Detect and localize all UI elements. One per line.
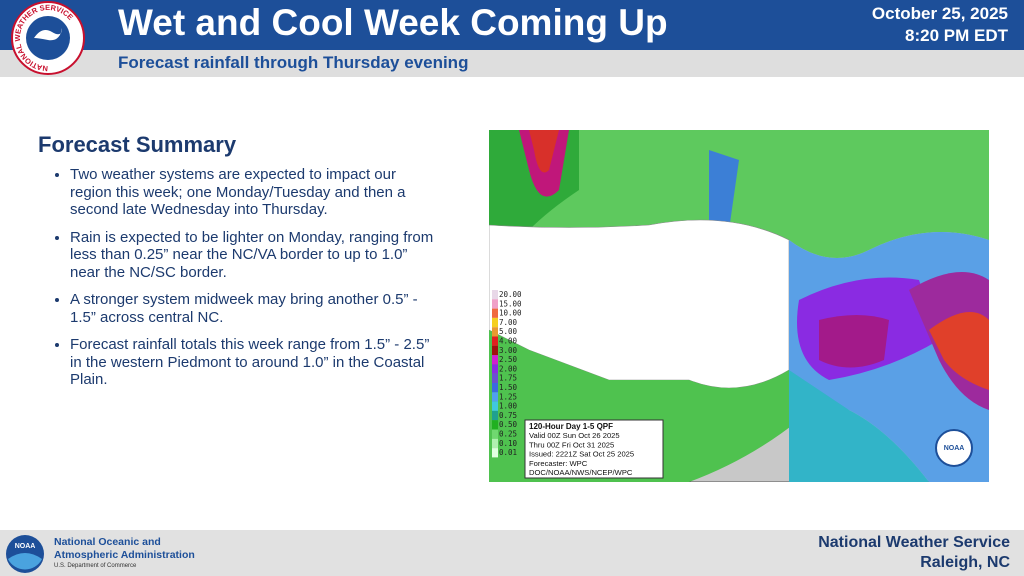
legend-label: 15.00 <box>499 299 522 308</box>
legend-label: 0.50 <box>499 420 518 429</box>
legend-swatch <box>492 392 498 402</box>
agency-name: National Oceanic and Atmospheric Administ… <box>54 536 195 562</box>
legend-swatch <box>492 410 498 421</box>
legend-label: 1.50 <box>499 383 518 392</box>
noaa-logo-text: NOAA <box>15 543 36 550</box>
legend-swatch <box>492 420 498 430</box>
map-legend: 20.0015.0010.007.005.004.003.002.502.001… <box>492 290 522 458</box>
legend-label: 1.00 <box>499 402 518 411</box>
legend-label: 20.00 <box>499 290 522 299</box>
legend-swatch <box>492 290 498 300</box>
legend-swatch <box>492 383 498 393</box>
bullet: A stronger system midweek may bring anot… <box>70 291 440 326</box>
legend-swatch <box>492 401 498 411</box>
legend-label: 0.75 <box>499 411 517 420</box>
date: October 25, 2025 <box>871 4 1008 23</box>
legend-label: 3.00 <box>499 346 518 355</box>
noaa-logo: NOAA <box>6 535 44 573</box>
legend-label: 0.01 <box>499 448 517 457</box>
department: U.S. Department of Commerce <box>54 563 137 569</box>
agency-line: National Oceanic and <box>54 536 161 548</box>
legend-label: 1.25 <box>499 392 517 401</box>
legend-label: 0.10 <box>499 439 518 448</box>
rainfall-map: NOAA 20.0015.0010.007.005.004.003.002.50… <box>489 130 989 482</box>
legend-label: 7.00 <box>499 318 518 327</box>
legend-label: 1.75 <box>499 374 517 383</box>
title: Wet and Cool Week Coming Up <box>118 2 668 43</box>
info-line: Thru 00Z Fri Oct 31 2025 <box>529 440 614 449</box>
location: Raleigh, NC <box>920 554 1010 571</box>
legend-label: 5.00 <box>499 327 518 336</box>
legend-swatch <box>492 317 498 328</box>
legend-swatch <box>492 438 498 449</box>
legend-label: 2.00 <box>499 364 518 373</box>
legend-swatch <box>492 308 498 318</box>
legend-label: 4.00 <box>499 337 518 346</box>
footer-band <box>0 530 1024 576</box>
legend-swatch <box>492 299 498 309</box>
time: 8:20 PM EDT <box>905 26 1008 45</box>
bullet: Rain is expected to be lighter on Monday… <box>70 229 440 282</box>
nws-logo: NATIONAL WEATHER SERVICE <box>11 1 85 75</box>
legend-swatch <box>492 448 498 458</box>
summary-heading: Forecast Summary <box>38 132 237 157</box>
legend-swatch <box>492 327 498 337</box>
legend-label: 10.00 <box>499 309 522 318</box>
subtitle: Forecast rainfall through Thursday eveni… <box>118 53 469 72</box>
info-line: Valid 00Z Sun Oct 26 2025 <box>529 431 620 440</box>
header-band <box>0 0 1024 50</box>
subtitle-band <box>0 50 1024 77</box>
legend-swatch <box>492 355 498 365</box>
bullet: Two weather systems are expected to impa… <box>70 166 440 219</box>
legend-swatch <box>492 429 498 439</box>
agency-line: Atmospheric Administration <box>54 549 195 561</box>
bullet: Forecast rainfall totals this week range… <box>70 336 440 389</box>
legend-label: 0.25 <box>499 430 517 439</box>
info-line: Forecaster: WPC <box>529 459 588 468</box>
bullet-list: Two weather systems are expected to impa… <box>52 166 440 399</box>
office: National Weather Service <box>818 534 1010 551</box>
legend-swatch <box>492 364 498 374</box>
info-line: DOC/NOAA/NWS/NCEP/WPC <box>529 468 633 477</box>
legend-label: 2.50 <box>499 355 518 364</box>
map-badge: NOAA <box>944 445 965 452</box>
legend-swatch <box>492 373 498 383</box>
legend-swatch <box>492 336 498 346</box>
info-line: Issued: 2221Z Sat Oct 25 2025 <box>529 450 634 459</box>
legend-swatch <box>492 345 498 356</box>
info-line: 120-Hour Day 1-5 QPF <box>529 422 613 431</box>
